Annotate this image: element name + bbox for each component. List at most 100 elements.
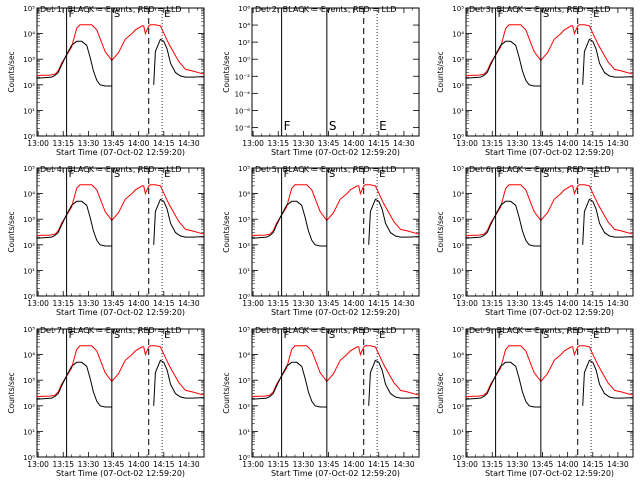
events-series-line-1 xyxy=(251,200,327,247)
x-tick-label: 13:45 xyxy=(318,139,340,148)
events-series-line-1 xyxy=(36,200,112,247)
y-tick-label: 10⁻² xyxy=(235,73,251,81)
panel-1: 13:00 13:15 13:30 13:45 14:00 14:15 14:30 10⁰ 10… xyxy=(7,5,205,157)
y-tick-label: 10² xyxy=(452,82,464,90)
marker-letter: E xyxy=(379,330,385,341)
y-axis-label: Counts/sec xyxy=(436,51,445,92)
x-axis-label: Start Time (07-Oct-02 12:59:20) xyxy=(485,148,614,157)
y-tick-label: 10⁰ xyxy=(238,56,250,64)
plot-frame xyxy=(36,167,205,297)
y-tick-label: 10⁵ xyxy=(23,5,35,13)
marker-letter: S xyxy=(543,169,549,180)
y-tick-label: 10⁰ xyxy=(23,454,35,462)
panel-title: Det 3r BLACK = Events, RED = LLD xyxy=(469,5,611,14)
y-tick-label: 10¹ xyxy=(452,267,464,275)
events-series-line-2 xyxy=(153,359,205,406)
y-tick-label: 10¹ xyxy=(23,267,35,275)
x-tick-label: 14:15 xyxy=(582,139,604,148)
events-series-line-1 xyxy=(36,361,112,408)
x-tick-label: 13:00 xyxy=(27,460,49,469)
events-series-line-1 xyxy=(465,361,541,408)
x-tick-label: 14:00 xyxy=(343,139,365,148)
x-tick-label: 13:30 xyxy=(293,460,315,469)
marker-letter: S xyxy=(329,119,337,133)
y-tick-label: 10⁰ xyxy=(23,293,35,301)
lld-series-line xyxy=(36,345,205,397)
x-tick-label: 13:30 xyxy=(293,299,315,308)
y-axis-label: Counts/sec xyxy=(436,372,445,413)
x-tick-label: 14:30 xyxy=(393,299,415,308)
x-tick-label: 14:15 xyxy=(582,460,604,469)
events-series-line-2 xyxy=(582,359,634,406)
y-tick-label: 10⁴ xyxy=(452,352,464,360)
plot-frame xyxy=(251,7,420,137)
x-tick-label: 14:30 xyxy=(178,299,200,308)
x-axis-label: Start Time (07-Oct-02 12:59:20) xyxy=(271,148,400,157)
x-tick-label: 13:00 xyxy=(27,299,49,308)
y-tick-label: 10⁻⁴ xyxy=(235,90,251,98)
x-tick-label: 14:30 xyxy=(178,139,200,148)
y-axis-label: Counts/sec xyxy=(222,372,231,413)
y-tick-label: 10⁵ xyxy=(238,165,250,173)
x-tick-label: 14:15 xyxy=(153,460,175,469)
x-tick-label: 13:30 xyxy=(78,299,100,308)
y-tick-label: 10³ xyxy=(23,56,35,64)
y-tick-label: 10⁰ xyxy=(452,293,464,301)
panel-title: Det 2r BLACK = Events, RED = LLD xyxy=(255,5,397,14)
panel-8: 13:00 13:15 13:30 13:45 14:00 14:15 14:30 10⁰ 10… xyxy=(222,326,420,478)
y-axis-label: Counts/sec xyxy=(7,211,16,252)
x-tick-label: 13:30 xyxy=(78,460,100,469)
y-tick-label: 10⁴ xyxy=(23,352,35,360)
x-tick-label: 14:30 xyxy=(607,299,629,308)
marker-letter: E xyxy=(593,330,599,341)
x-tick-label: 13:15 xyxy=(52,460,74,469)
y-tick-label: 10³ xyxy=(452,377,464,385)
marker-letter: F xyxy=(498,169,504,180)
x-tick-label: 13:00 xyxy=(242,139,264,148)
x-tick-label: 13:15 xyxy=(481,139,503,148)
x-tick-label: 13:45 xyxy=(318,460,340,469)
marker-letter: E xyxy=(593,169,599,180)
panel-title: Det 8r BLACK = Events, RED = LLD xyxy=(255,326,397,335)
marker-letter: S xyxy=(543,9,549,20)
x-tick-label: 14:00 xyxy=(557,139,579,148)
x-tick-label: 14:00 xyxy=(557,460,579,469)
y-tick-label: 10¹ xyxy=(23,428,35,436)
y-tick-label: 10⁴ xyxy=(238,22,250,30)
x-tick-label: 13:00 xyxy=(242,460,264,469)
y-tick-label: 10³ xyxy=(452,216,464,224)
x-axis-label: Start Time (07-Oct-02 12:59:20) xyxy=(485,308,614,317)
y-tick-label: 10⁴ xyxy=(452,191,464,199)
x-tick-label: 13:00 xyxy=(456,139,478,148)
marker-letter: E xyxy=(379,169,385,180)
x-tick-label: 14:30 xyxy=(178,460,200,469)
plot-frame xyxy=(465,7,634,137)
x-axis-label: Start Time (07-Oct-02 12:59:20) xyxy=(271,469,400,478)
x-tick-label: 13:30 xyxy=(507,139,529,148)
x-tick-label: 14:00 xyxy=(343,299,365,308)
y-tick-label: 10⁵ xyxy=(23,165,35,173)
y-axis-label: Counts/sec xyxy=(7,51,16,92)
plot-frame xyxy=(251,328,420,458)
panel-title: Det 6r BLACK = Events, RED = LLD xyxy=(469,165,611,174)
marker-letter: E xyxy=(164,330,170,341)
lld-series-line xyxy=(465,184,634,236)
events-series-line-2 xyxy=(368,198,420,245)
x-tick-label: 13:30 xyxy=(293,139,315,148)
marker-letter: F xyxy=(284,119,291,133)
y-tick-label: 10⁴ xyxy=(23,31,35,39)
marker-letter: E xyxy=(164,169,170,180)
x-tick-label: 14:30 xyxy=(393,139,415,148)
panel-3: 13:00 13:15 13:30 13:45 14:00 14:15 14:30 10⁰ 10… xyxy=(436,5,634,157)
marker-letter: F xyxy=(69,330,75,341)
y-axis-label: Counts/sec xyxy=(222,211,231,252)
y-tick-label: 10³ xyxy=(23,216,35,224)
x-tick-label: 13:15 xyxy=(52,139,74,148)
x-tick-label: 13:15 xyxy=(267,460,289,469)
y-tick-label: 10⁻⁶ xyxy=(235,107,251,115)
y-tick-label: 10⁴ xyxy=(23,191,35,199)
x-tick-label: 13:45 xyxy=(532,460,554,469)
panel-5: 13:00 13:15 13:30 13:45 14:00 14:15 14:30 10⁰ 10… xyxy=(222,165,420,317)
x-tick-label: 13:00 xyxy=(456,299,478,308)
x-tick-label: 13:00 xyxy=(242,299,264,308)
